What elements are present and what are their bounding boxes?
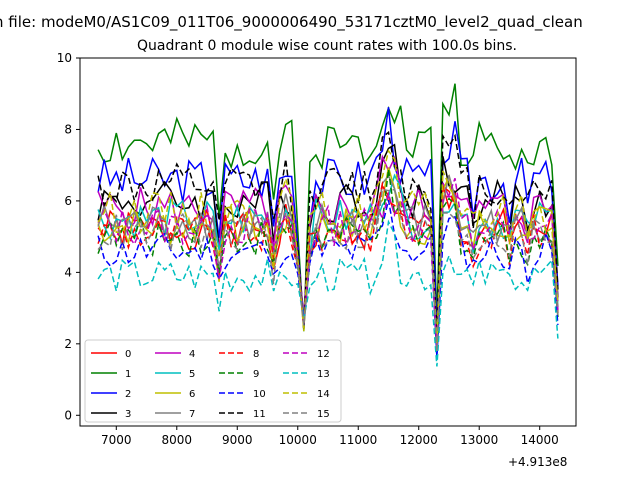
- x-tick-label: 7000: [101, 433, 132, 447]
- x-tick-label: 14000: [521, 433, 559, 447]
- plot-area: 7000 8000 9000 10000 11000 12000 13000 14000 0 2…: [57, 51, 577, 447]
- series-line-10: [97, 199, 559, 358]
- legend-label: 4: [189, 349, 195, 360]
- x-tick-label: 10000: [279, 433, 317, 447]
- x-tick-label: 8000: [162, 433, 193, 447]
- series-line-9: [97, 169, 559, 353]
- legend-label: 14: [317, 389, 330, 400]
- y-tick-label: 10: [57, 51, 72, 65]
- x-tick-label: 11000: [339, 433, 377, 447]
- legend-label: 8: [253, 349, 259, 360]
- chart-title: Quadrant 0 module wise count rates with …: [137, 38, 517, 54]
- series-line-14: [97, 149, 559, 345]
- x-axis: 7000 8000 9000 10000 11000 12000 13000 14000: [101, 426, 559, 447]
- y-tick-label: 4: [64, 265, 72, 279]
- series-line-15: [97, 188, 559, 352]
- legend-label: 9: [253, 369, 259, 380]
- y-tick-label: 8: [64, 122, 72, 136]
- legend-label: 2: [125, 389, 131, 400]
- legend-label: 11: [253, 409, 266, 420]
- legend-label: 12: [317, 349, 330, 360]
- y-tick-label: 2: [64, 337, 72, 351]
- series-line-13: [97, 219, 559, 367]
- legend-label: 7: [189, 409, 195, 420]
- y-tick-label: 6: [64, 194, 72, 208]
- y-axis: 0 2 4 6 8 10: [57, 51, 80, 422]
- legend-label: 10: [253, 389, 266, 400]
- x-tick-label: 13000: [460, 433, 498, 447]
- legend-label: 13: [317, 369, 330, 380]
- legend-label: 0: [125, 349, 131, 360]
- y-tick-label: 0: [64, 408, 72, 422]
- axes-frame: [79, 57, 577, 427]
- series-line-1: [97, 83, 559, 332]
- legend-label: 3: [125, 409, 131, 420]
- legend-label: 1: [125, 369, 131, 380]
- x-tick-label: 12000: [400, 433, 438, 447]
- series-line-11: [97, 130, 559, 336]
- x-tick-label: 9000: [222, 433, 253, 447]
- series-layer: [97, 83, 559, 367]
- legend-box: [84, 339, 342, 423]
- legend-label: 15: [317, 409, 330, 420]
- legend-label: 6: [189, 389, 195, 400]
- figure-suptitle: n file: modeM0/AS1C09_011T06_9000006490_…: [0, 13, 583, 32]
- legend-label: 5: [189, 369, 195, 380]
- x-axis-offset-text: +4.913e8: [508, 455, 567, 469]
